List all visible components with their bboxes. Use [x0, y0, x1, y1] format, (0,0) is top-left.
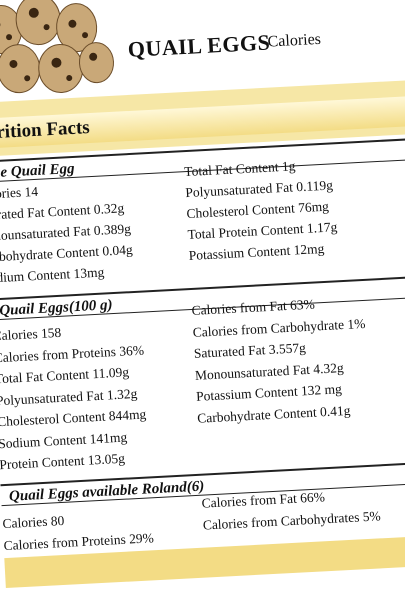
fact-row: odium Content 13mg — [0, 264, 105, 286]
fact-row: Carbohydrate Content 0.41g — [196, 402, 351, 426]
fact-row: Polyunsaturated Fat 1.32g — [0, 385, 138, 408]
fact-row: turated Fat Content 0.32g — [0, 200, 125, 223]
egg-photo — [0, 0, 115, 94]
subtitle: Calories — [267, 30, 322, 51]
fact-row: Potassium Content 12mg — [188, 240, 325, 264]
fact-row: onounsaturated Fat 0.389g — [0, 221, 132, 244]
fact-row: Protein Content 13.05g — [0, 450, 126, 473]
fact-row: arbohydrate Content 0.04g — [0, 241, 134, 265]
fact-row: Calories from Carbohydrates 5% — [202, 508, 382, 533]
fact-row: Total Protein Content 1.17g — [187, 219, 338, 243]
fact-row: Monounsaturated Fat 4.32g — [194, 359, 345, 383]
fact-row: Total Fat Content 11.09g — [0, 364, 130, 387]
fact-row: Cholesterol Content 76mg — [186, 198, 330, 222]
fact-row: Calories 158 — [0, 324, 62, 344]
fact-row: Calories from Proteins 36% — [0, 342, 145, 365]
title: QUAIL EGGS — [127, 29, 271, 62]
fact-row: Calories 80 — [2, 512, 65, 532]
fact-row: alories 14 — [0, 183, 39, 202]
fact-row: Calories from Carbohydrate 1% — [192, 315, 366, 340]
fact-row: Polyunsaturated Fat 0.119g — [185, 177, 334, 201]
fact-row: Saturated Fat 3.557g — [193, 340, 307, 361]
fact-row: Sodium Content 141mg — [0, 429, 128, 451]
fact-row: Potassium Content 132 mg — [195, 381, 343, 404]
fact-row: Cholesterol Content 844mg — [0, 406, 147, 430]
